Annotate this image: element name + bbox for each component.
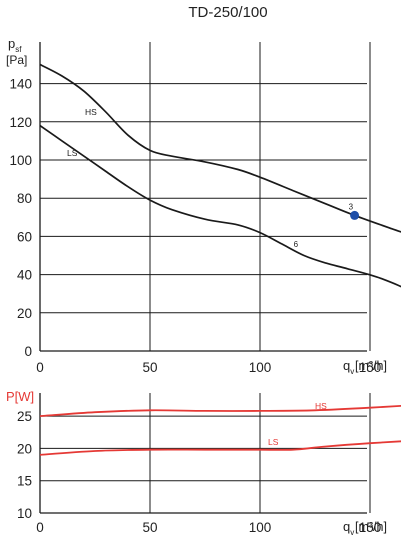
- power-x-unit: [m³/h]: [355, 520, 387, 534]
- power-y-tick-label: 10: [17, 506, 32, 521]
- pressure-x-tick-label: 150: [359, 360, 382, 375]
- power-x-tick-label: 50: [142, 520, 157, 535]
- power-x-ticks: 050100150200250: [36, 520, 382, 535]
- power-curve-label-hs: HS: [315, 401, 327, 411]
- chart-title: TD-250/100: [188, 4, 267, 21]
- pressure-y-unit: [Pa]: [6, 53, 27, 67]
- pressure-y-tick-label: 0: [24, 344, 32, 359]
- pressure-curve-hs: [39, 63, 401, 233]
- pressure-y-label: psf: [8, 36, 22, 54]
- power-axes: [39, 393, 367, 514]
- power-y-tick-label: 20: [17, 441, 32, 456]
- pressure-curves: [39, 63, 401, 288]
- pressure-y-tick-label: 60: [17, 229, 32, 244]
- power-curve-hs: [39, 404, 401, 417]
- pressure-x-ticks: 050100150200250: [36, 360, 382, 375]
- pressure-y-tick-label: 40: [17, 268, 32, 283]
- power-curve-label-ls: LS: [268, 437, 279, 447]
- power-curves: [39, 404, 401, 456]
- power-curve-ls: [39, 440, 401, 456]
- pressure-point-labels: 123456: [294, 202, 360, 249]
- pressure-y-tick-label: 100: [9, 153, 32, 168]
- power-x-tick-label: 0: [36, 520, 44, 535]
- pressure-y-tick-label: 140: [9, 77, 32, 92]
- point-label-6: 6: [294, 240, 299, 249]
- pressure-curve-ls: [39, 124, 401, 288]
- point-label-3: 3: [349, 202, 354, 211]
- pressure-y-tick-label: 20: [17, 306, 32, 321]
- power-x-label: qv: [343, 519, 354, 537]
- pressure-y-ticks: 0 20 40 60 80 100 120 140: [9, 77, 32, 359]
- pressure-x-label: qv: [343, 358, 354, 376]
- pressure-y-tick-label: 80: [17, 191, 32, 206]
- curve-label-hs: HS: [85, 107, 97, 117]
- power-y-tick-label: 15: [17, 474, 32, 489]
- power-x-tick-label: 100: [249, 520, 272, 535]
- power-y-ticks: 10 15 20 25: [17, 409, 32, 521]
- pressure-x-tick-label: 50: [142, 360, 157, 375]
- power-grid: [40, 393, 371, 513]
- pressure-x-unit: [m³/h]: [355, 359, 387, 373]
- curve-label-ls: LS: [67, 148, 78, 158]
- pressure-y-tick-label: 120: [9, 115, 32, 130]
- power-y-label: P[W]: [6, 389, 34, 404]
- power-y-tick-label: 25: [17, 409, 32, 424]
- pressure-grid: [40, 42, 371, 351]
- operating-point-marker: [350, 210, 360, 220]
- pressure-axes: [39, 42, 367, 352]
- power-x-tick-label: 150: [359, 520, 382, 535]
- pressure-x-tick-label: 100: [249, 360, 272, 375]
- pressure-x-tick-label: 0: [36, 360, 44, 375]
